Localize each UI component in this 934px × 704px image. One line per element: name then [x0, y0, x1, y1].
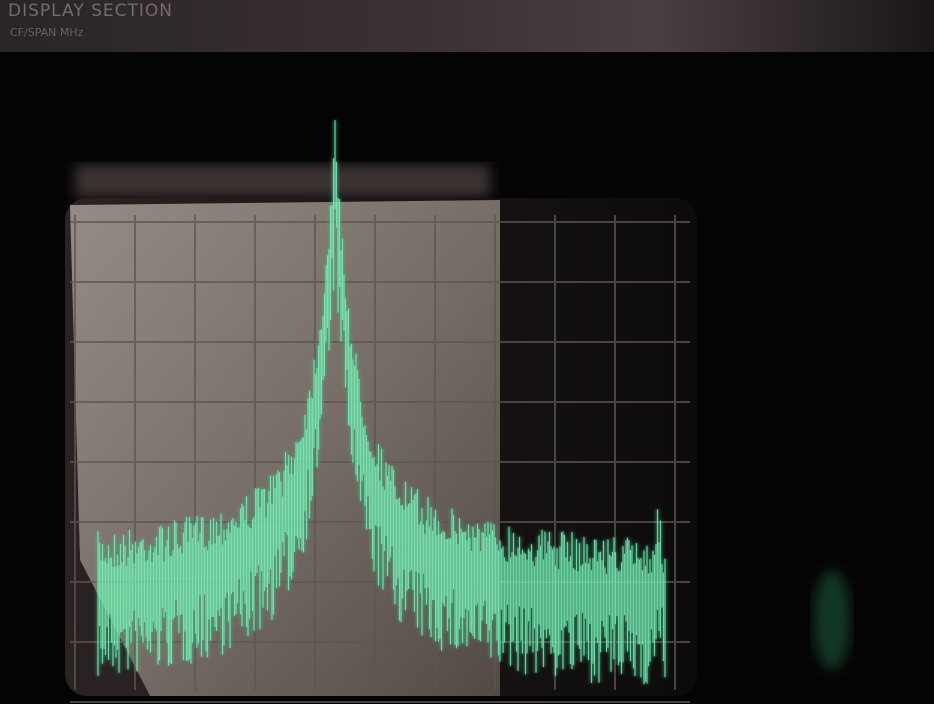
photo: DISPLAY SECTION CF/SPAN MHz — [0, 0, 934, 704]
reflection — [814, 570, 850, 670]
panel-subtitle: CF/SPAN MHz — [10, 26, 84, 39]
panel-title: DISPLAY SECTION — [8, 1, 173, 21]
bezel-shadow — [75, 165, 490, 197]
